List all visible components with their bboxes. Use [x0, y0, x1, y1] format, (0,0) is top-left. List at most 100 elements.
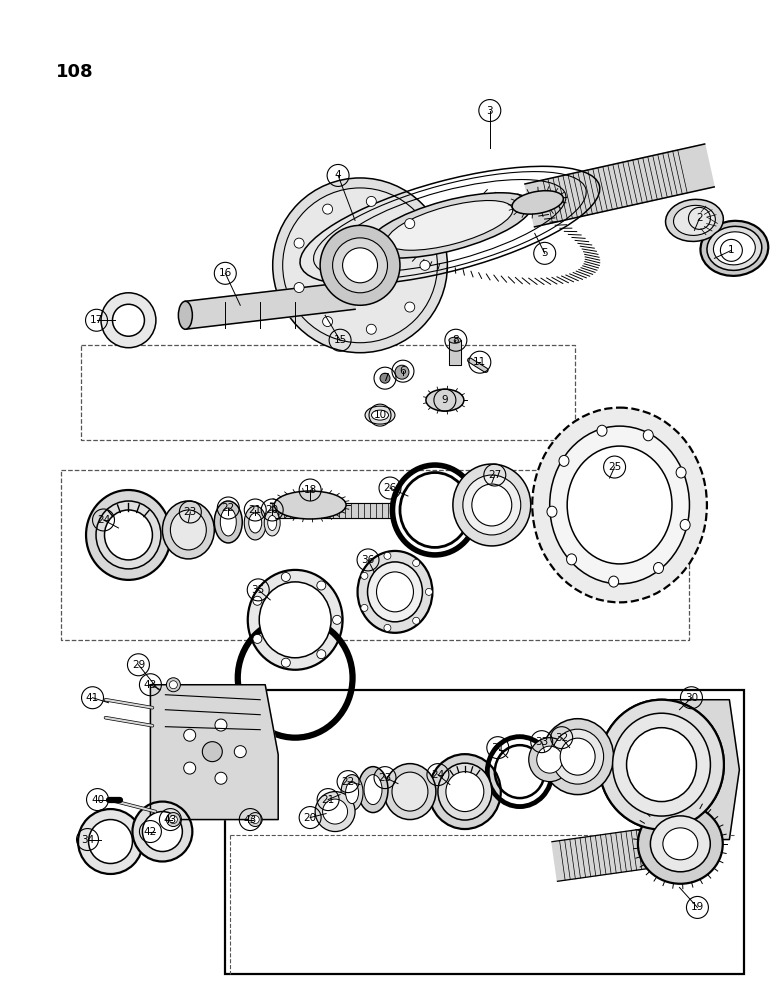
Ellipse shape	[405, 302, 415, 312]
Ellipse shape	[343, 248, 378, 283]
Ellipse shape	[707, 226, 762, 270]
Ellipse shape	[542, 719, 614, 795]
Ellipse shape	[453, 464, 530, 546]
Ellipse shape	[673, 205, 716, 235]
Ellipse shape	[405, 219, 415, 229]
Text: 43: 43	[244, 815, 257, 825]
Ellipse shape	[384, 552, 391, 559]
Ellipse shape	[101, 293, 156, 348]
Bar	[225, 690, 744, 974]
Ellipse shape	[425, 588, 432, 595]
Text: 11: 11	[473, 357, 486, 367]
Ellipse shape	[665, 199, 723, 241]
Text: 33: 33	[535, 737, 548, 747]
Text: 9: 9	[442, 395, 449, 405]
Ellipse shape	[113, 304, 144, 336]
Ellipse shape	[364, 775, 382, 805]
Ellipse shape	[627, 728, 696, 802]
Text: 31: 31	[491, 743, 504, 753]
Ellipse shape	[426, 389, 464, 411]
Ellipse shape	[259, 582, 331, 658]
Text: 5: 5	[541, 248, 548, 258]
Ellipse shape	[537, 746, 563, 773]
Ellipse shape	[248, 570, 343, 670]
Ellipse shape	[627, 728, 696, 802]
Text: 26: 26	[384, 483, 397, 493]
Ellipse shape	[202, 742, 222, 762]
Ellipse shape	[547, 506, 557, 517]
Text: 43: 43	[144, 680, 157, 690]
Ellipse shape	[608, 576, 618, 587]
Ellipse shape	[184, 729, 195, 741]
Text: 43: 43	[164, 815, 177, 825]
Ellipse shape	[529, 738, 571, 782]
Ellipse shape	[512, 191, 564, 214]
Ellipse shape	[294, 283, 304, 293]
Ellipse shape	[96, 501, 161, 569]
Ellipse shape	[274, 491, 346, 519]
Text: 10: 10	[374, 410, 387, 420]
Ellipse shape	[281, 658, 290, 667]
Ellipse shape	[550, 426, 689, 584]
Ellipse shape	[317, 581, 326, 590]
Text: 21: 21	[249, 505, 262, 515]
Text: 20: 20	[266, 505, 279, 515]
Ellipse shape	[676, 467, 686, 478]
Ellipse shape	[253, 634, 262, 643]
Ellipse shape	[361, 572, 368, 579]
Ellipse shape	[317, 650, 326, 659]
Ellipse shape	[371, 410, 388, 420]
Polygon shape	[449, 340, 461, 365]
Ellipse shape	[320, 225, 400, 305]
Ellipse shape	[249, 513, 262, 533]
Ellipse shape	[567, 446, 672, 564]
Ellipse shape	[323, 799, 347, 824]
Ellipse shape	[162, 501, 215, 559]
Text: 24: 24	[96, 515, 110, 525]
Polygon shape	[552, 820, 711, 881]
Text: 4: 4	[335, 170, 341, 180]
Ellipse shape	[420, 260, 430, 270]
Ellipse shape	[357, 551, 432, 633]
Text: 40: 40	[91, 795, 104, 805]
Ellipse shape	[341, 775, 363, 811]
Ellipse shape	[346, 782, 358, 804]
Text: 7: 7	[381, 373, 388, 383]
Text: 23: 23	[378, 773, 391, 783]
Ellipse shape	[167, 813, 181, 827]
Polygon shape	[151, 685, 278, 820]
Ellipse shape	[532, 408, 707, 602]
Text: 20: 20	[303, 813, 317, 823]
Ellipse shape	[167, 678, 181, 692]
Text: 22: 22	[341, 777, 354, 787]
Ellipse shape	[358, 767, 388, 813]
Text: 34: 34	[81, 835, 94, 845]
Ellipse shape	[560, 738, 595, 775]
Ellipse shape	[323, 317, 333, 327]
Ellipse shape	[294, 238, 304, 248]
Ellipse shape	[449, 337, 461, 343]
Ellipse shape	[367, 196, 376, 206]
Polygon shape	[185, 281, 355, 329]
Ellipse shape	[663, 828, 698, 860]
Ellipse shape	[395, 365, 409, 379]
Ellipse shape	[104, 510, 152, 560]
Ellipse shape	[143, 812, 182, 852]
Text: 22: 22	[222, 503, 235, 513]
Ellipse shape	[234, 746, 246, 758]
Ellipse shape	[215, 501, 242, 543]
Ellipse shape	[169, 681, 178, 689]
Ellipse shape	[599, 700, 724, 830]
Text: 18: 18	[303, 485, 317, 495]
Text: 36: 36	[361, 555, 374, 565]
Text: 17: 17	[90, 315, 103, 325]
Polygon shape	[662, 700, 740, 840]
Ellipse shape	[380, 373, 390, 383]
Text: 8: 8	[452, 335, 459, 345]
Text: 24: 24	[432, 770, 445, 780]
Text: 30: 30	[685, 693, 698, 703]
Text: 27: 27	[488, 470, 502, 480]
Ellipse shape	[472, 484, 512, 526]
Ellipse shape	[446, 772, 484, 812]
Ellipse shape	[365, 406, 395, 424]
